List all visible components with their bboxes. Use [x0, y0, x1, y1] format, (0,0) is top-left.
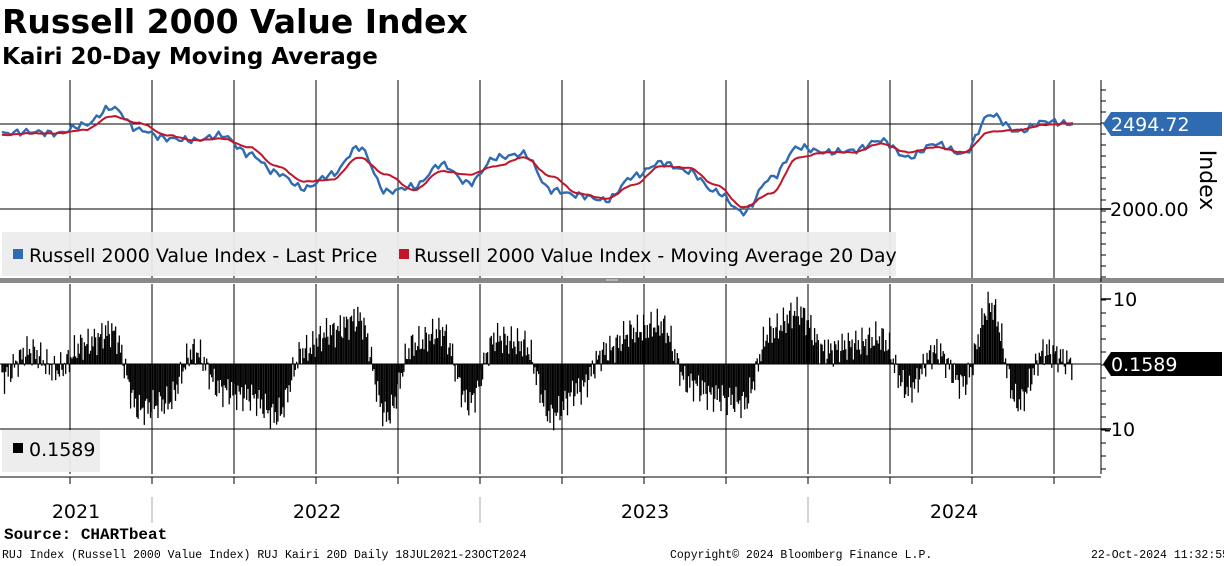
kairi-last-label: 0.1589	[1111, 354, 1177, 376]
chart-subtitle: Kairi 20-Day Moving Average	[2, 44, 378, 70]
price-legend-box	[2, 232, 896, 276]
legend-swatch-last-price	[13, 249, 23, 259]
y-tick-label: 10	[1113, 289, 1137, 311]
source-note: Source: CHARTbeat	[4, 526, 168, 544]
last-price-badge	[1103, 112, 1222, 136]
legend-label-moving-average: Russell 2000 Value Index - Moving Averag…	[414, 245, 897, 267]
legend-label-kairi: 0.1589	[29, 439, 95, 461]
kairi-last-badge	[1103, 352, 1222, 376]
y-axis-title: Index	[1194, 150, 1219, 211]
x-tick-label: 2023	[621, 501, 669, 523]
legend-label-last-price: Russell 2000 Value Index - Last Price	[29, 245, 377, 267]
legend-swatch-kairi	[13, 443, 23, 453]
last-price-label: 2494.72	[1111, 114, 1190, 136]
footer-copyright: Copyright© 2024 Bloomberg Finance L.P.	[670, 549, 933, 562]
y-tick-label: -10	[1104, 419, 1135, 441]
series-line-moving-average	[1, 115, 1074, 209]
y-tick-label: 2000.00	[1110, 199, 1189, 221]
x-tick-label: 2024	[930, 501, 978, 523]
x-tick-label: 2021	[52, 501, 100, 523]
chart-title: Russell 2000 Value Index	[2, 2, 468, 41]
series-line-last-price	[1, 104, 1074, 217]
footer-description: RUJ Index (Russell 2000 Value Index) RUJ…	[2, 549, 527, 562]
footer-timestamp: 22-Oct-2024 11:32:55	[1091, 549, 1224, 562]
x-tick-label: 2022	[293, 501, 341, 523]
legend-swatch-moving-average	[399, 249, 409, 259]
